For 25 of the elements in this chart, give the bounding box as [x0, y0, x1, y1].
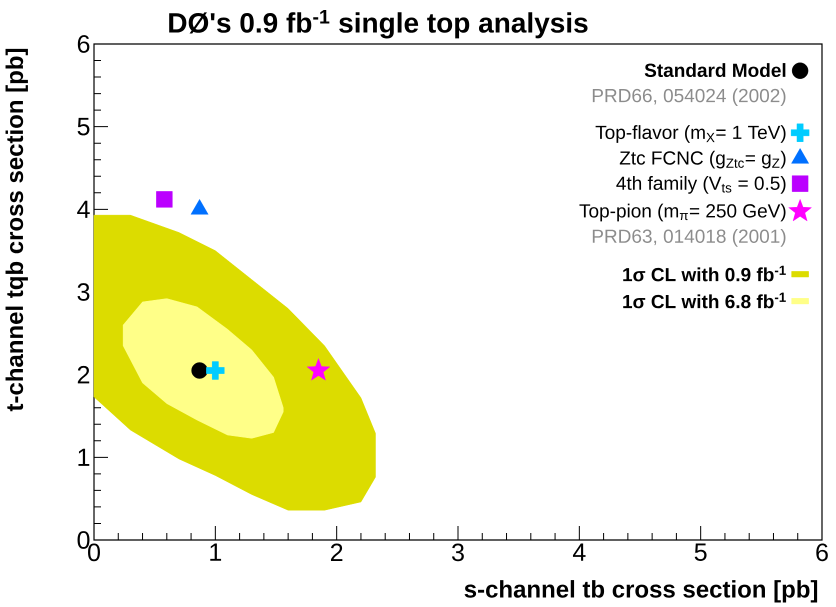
annotation: PRD66, 054024 (2002)	[592, 88, 786, 106]
y-tick-label: 0	[78, 531, 90, 549]
y-tick-label: 5	[78, 118, 90, 136]
y-tick-label: 6	[78, 35, 90, 53]
legend-label: Top-flavor (m$_{X}$= 1 TeV)	[596, 125, 786, 143]
legend-label: 1σ CL with 6.8 fb$^{-1}$	[623, 292, 786, 308]
annotation: PRD63, 014018 (2001)	[592, 228, 786, 247]
y-tick-label: 3	[78, 283, 90, 301]
x-tick-label: 6	[816, 544, 828, 562]
x-tick-label: 1	[210, 544, 222, 561]
x-tick-label: 4	[572, 544, 586, 561]
x-axis-title: s-channel tb cross section [pb]	[464, 580, 818, 602]
y-tick-label: 2	[78, 366, 90, 384]
y-tick-label: 4	[77, 200, 90, 218]
legend-label: 4th family (V$_{ts}$ = 0.5)	[616, 176, 786, 194]
y-tick-label: 1	[78, 448, 90, 466]
legend-label: Ztc FCNC (g$_{Ztc}$= g$_{Z}$)	[620, 150, 786, 168]
legend-label: Top-pion (m$_{π}$= 250 GeV)	[579, 204, 786, 222]
x-tick-label: 5	[694, 544, 707, 561]
chart-title: DØ's 0.9 fb$^{-1}$ single top analysis	[169, 10, 588, 38]
x-tick-label: 2	[330, 544, 342, 561]
y-axis-title: t-channel tqb cross section [pb]	[6, 48, 28, 412]
x-tick-label: 3	[452, 544, 464, 562]
legend-label: 1σ CL with 0.9 fb$^{-1}$	[623, 266, 786, 282]
legend-label: Standard Model	[644, 63, 786, 78]
